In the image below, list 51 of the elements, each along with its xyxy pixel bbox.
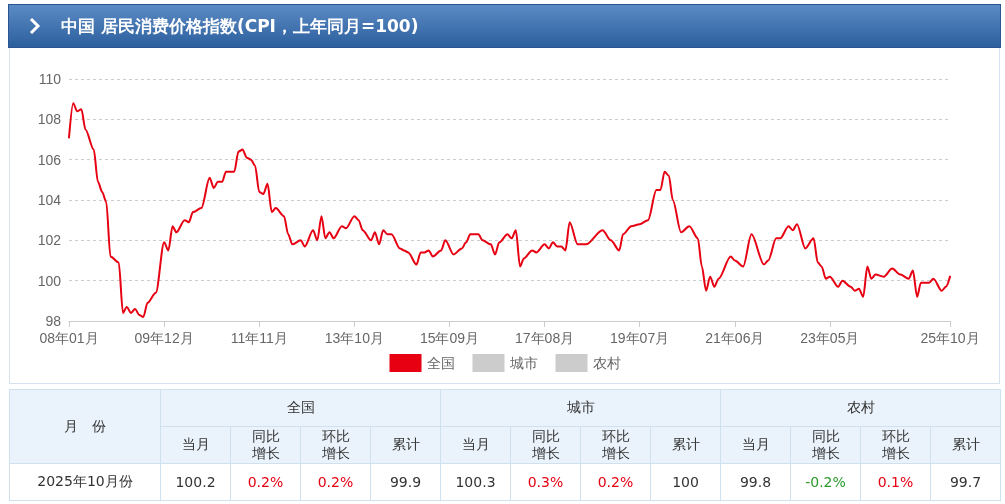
text: 99.8 [739,474,772,490]
x-tick-label: 11年11月 [230,330,288,346]
x-tick-label: 25年10月 [920,330,980,346]
text: 当月 [741,436,770,452]
legend-label: 全国 [426,355,455,371]
text: 同比增长 [250,428,281,462]
text: 累计 [671,436,700,452]
text: 100 [672,474,699,490]
text: 0.3% [527,474,564,490]
x-tick-label: 15年09月 [419,330,480,346]
chart-title: 中国 居民消费价格指数(CPI，上年同月=100) [61,15,419,38]
text: 0.1% [877,474,914,490]
text: 0.2% [317,474,354,490]
text: 99.9 [389,474,422,490]
y-tick-label: 104 [37,192,62,208]
y-tick-label: 108 [37,111,62,128]
text: 0.2% [247,474,284,490]
x-tick-label: 09年12月 [134,330,194,346]
text: 累计 [391,436,420,452]
x-tick-label: 13年10月 [324,330,384,346]
legend-label: 农村 [592,355,621,371]
y-tick-label: 98 [45,313,62,329]
y-tick-label: 100 [37,272,62,289]
text: 全国 [286,399,315,415]
text: 当月 [461,436,490,452]
x-tick-label: 17年08月 [515,330,575,346]
x-tick-label: 19年07月 [610,330,670,346]
text: 累计 [951,436,980,452]
y-tick-label: 110 [38,71,62,87]
legend-label: 城市 [508,355,538,371]
text: 2025年10月份 [37,473,133,489]
text: 0.2% [597,474,634,490]
text: 城市 [566,399,595,415]
text: 99.7 [949,474,982,490]
text: 月 份 [64,417,106,434]
text: 当月 [181,436,210,452]
x-tick-label: 08年01月 [39,330,99,346]
x-tick-label: 21年06月 [705,330,765,346]
text: 100.3 [455,474,496,490]
text: -0.2% [805,474,846,490]
y-tick-label: 102 [37,232,62,249]
text: 环比增长 [320,428,351,462]
text: 环比增长 [600,428,631,462]
x-tick-label: 23年05月 [800,330,860,346]
y-tick-label: 106 [37,151,62,168]
text: 同比增长 [810,428,841,462]
text: 同比增长 [530,428,561,462]
text: 100.2 [175,474,216,490]
text: 农村 [846,399,875,415]
line-series [68,102,951,318]
text: 环比增长 [880,428,911,462]
